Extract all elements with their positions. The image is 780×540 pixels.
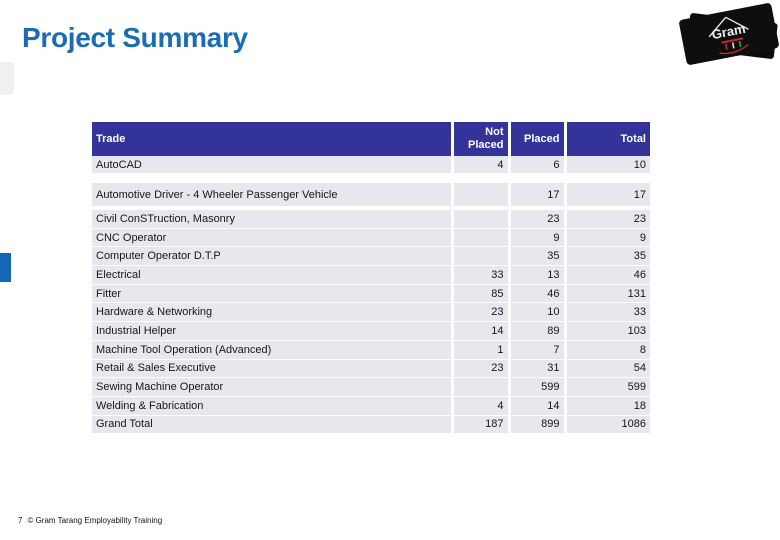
total-cell: 46 [565, 265, 650, 285]
table-row: Industrial Helper 14 89 103 [92, 321, 650, 341]
table-row: AutoCAD 4 6 10 [92, 156, 650, 183]
trade-cell: Computer Operator D.T.P [92, 246, 454, 267]
table-row: Electrical 33 13 46 [92, 265, 650, 285]
trade-cell: Sewing Machine Operator [92, 377, 454, 397]
not-placed-cell: 14 [452, 321, 511, 341]
not-placed-cell: 23 [452, 302, 511, 323]
placed-cell: 89 [509, 321, 567, 341]
not-placed-cell: 1 [452, 340, 511, 360]
not-placed-cell [452, 208, 511, 229]
trade-cell: Hardware & Networking [92, 302, 454, 323]
trade-cell: Grand Total [92, 415, 454, 435]
table-row: Welding & Fabrication 4 14 18 [92, 396, 650, 416]
table-row: Hardware & Networking 23 10 33 [92, 302, 650, 323]
table-row: Machine Tool Operation (Advanced) 1 7 8 [92, 340, 650, 360]
trade-cell: Fitter [92, 284, 454, 304]
placed-cell: 17 [509, 178, 567, 210]
logo-roof-right [725, 16, 749, 30]
table-row: Sewing Machine Operator 599 599 [92, 377, 650, 397]
placed-cell: 7 [509, 340, 567, 360]
placed-cell: 31 [509, 359, 567, 379]
total-cell: 9 [565, 228, 650, 248]
table-row: CNC Operator 9 9 [92, 228, 650, 248]
trade-cell: Industrial Helper [92, 321, 454, 341]
logo-wordmark: Gram [710, 21, 746, 42]
slide-number: 7 [18, 516, 23, 525]
placed-cell: 599 [509, 377, 567, 397]
total-cell: 35 [565, 246, 650, 267]
not-placed-cell: 4 [452, 396, 511, 416]
summary-table-container: Trade Not Placed Placed Total AutoCAD 4 … [92, 122, 650, 435]
page-title: Project Summary [22, 22, 248, 53]
summary-table: Trade Not Placed Placed Total AutoCAD 4 … [92, 122, 650, 435]
total-cell: 1086 [565, 415, 650, 435]
corner-accent-shape [0, 62, 14, 95]
total-cell: 54 [565, 359, 650, 379]
not-placed-cell [452, 246, 511, 267]
side-accent-bar [0, 253, 11, 282]
trade-cell: Automotive Driver - 4 Wheeler Passenger … [92, 178, 454, 210]
not-placed-cell: 4 [452, 156, 511, 183]
placed-cell: 6 [509, 156, 567, 183]
column-header-trade: Trade [92, 122, 454, 156]
not-placed-cell: 85 [452, 284, 511, 304]
column-header-total: Total [565, 122, 650, 156]
table-row: Retail & Sales Executive 23 31 54 [92, 359, 650, 379]
footer-copyright: © Gram Tarang Employability Training [27, 516, 163, 525]
placed-cell: 14 [509, 396, 567, 416]
total-cell: 33 [565, 302, 650, 323]
total-cell: 18 [565, 396, 650, 416]
table-row: Civil ConSTruction, Masonry 23 23 [92, 208, 650, 229]
table-row: Automotive Driver - 4 Wheeler Passenger … [92, 178, 650, 210]
trade-cell: AutoCAD [92, 156, 454, 183]
total-cell: 8 [565, 340, 650, 360]
not-placed-cell [452, 178, 511, 210]
placed-cell: 46 [509, 284, 567, 304]
placed-cell: 13 [509, 265, 567, 285]
table-header-row: Trade Not Placed Placed Total [92, 122, 650, 156]
trade-cell: CNC Operator [92, 228, 454, 248]
trade-cell: Welding & Fabrication [92, 396, 454, 416]
placed-cell: 23 [509, 208, 567, 229]
not-placed-cell [452, 228, 511, 248]
gram-tarang-logo: Gram [676, 0, 780, 74]
not-placed-cell [452, 377, 511, 397]
trade-cell: Machine Tool Operation (Advanced) [92, 340, 454, 360]
logo-roof-left [708, 16, 727, 38]
trade-cell: Retail & Sales Executive [92, 359, 454, 379]
not-placed-cell: 23 [452, 359, 511, 379]
placed-cell: 899 [509, 415, 567, 435]
column-header-not-placed: Not Placed [452, 122, 511, 156]
table-row: Grand Total 187 899 1086 [92, 415, 650, 435]
trade-cell: Electrical [92, 265, 454, 285]
total-cell: 23 [565, 208, 650, 229]
trade-cell: Civil ConSTruction, Masonry [92, 208, 454, 229]
slide-footer: 7 © Gram Tarang Employability Training [18, 516, 162, 525]
placed-cell: 35 [509, 246, 567, 267]
summary-table-body: AutoCAD 4 6 10 Automotive Driver - 4 Whe… [92, 156, 650, 435]
not-placed-cell: 33 [452, 265, 511, 285]
total-cell: 599 [565, 377, 650, 397]
total-cell: 17 [565, 178, 650, 210]
table-row: Computer Operator D.T.P 35 35 [92, 246, 650, 267]
logo-graphic: Gram [708, 16, 749, 55]
table-row: Fitter 85 46 131 [92, 284, 650, 304]
total-cell: 103 [565, 321, 650, 341]
tarang-script-icon [719, 37, 749, 55]
logo-front-plate: Gram [678, 2, 780, 66]
total-cell: 10 [565, 156, 650, 183]
placed-cell: 10 [509, 302, 567, 323]
total-cell: 131 [565, 284, 650, 304]
placed-cell: 9 [509, 228, 567, 248]
not-placed-cell: 187 [452, 415, 511, 435]
column-header-placed: Placed [509, 122, 567, 156]
